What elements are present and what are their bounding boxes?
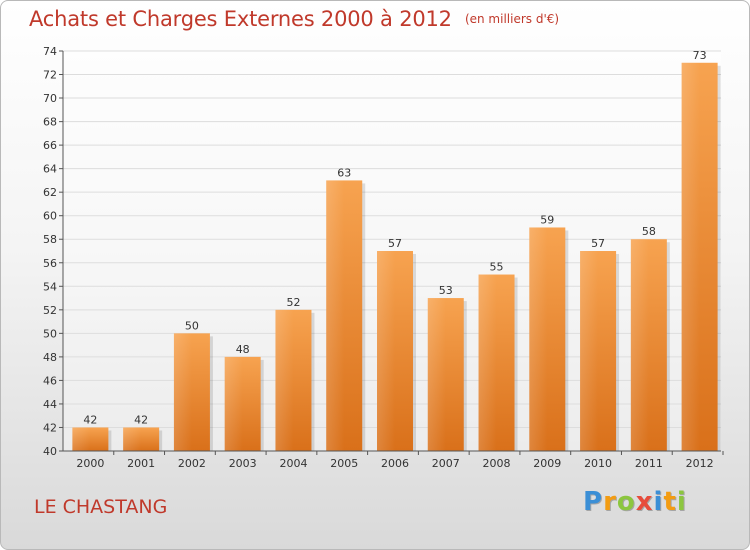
y-tick-label: 66 — [43, 139, 57, 152]
y-tick-label: 74 — [43, 45, 57, 58]
y-tick-label: 60 — [43, 210, 57, 223]
value-label-2005: 63 — [337, 166, 351, 179]
value-label-2004: 52 — [286, 296, 300, 309]
y-tick-label: 56 — [43, 257, 57, 270]
y-tick-label: 68 — [43, 116, 57, 129]
y-tick-label: 62 — [43, 186, 57, 199]
y-tick-label: 48 — [43, 351, 57, 364]
chart-unit-label: (en milliers d'€) — [464, 12, 560, 26]
x-tick-label: 2003 — [229, 457, 257, 470]
y-tick-label: 46 — [43, 374, 57, 387]
bar-highlight — [173, 333, 192, 451]
x-tick-label: 2007 — [432, 457, 460, 470]
x-tick-label: 2009 — [533, 457, 561, 470]
y-tick-label: 58 — [43, 233, 57, 246]
x-tick-label: 2010 — [584, 457, 612, 470]
logo-letter: i — [653, 487, 664, 517]
bar-highlight — [275, 309, 294, 451]
value-label-2008: 55 — [490, 261, 504, 274]
bar-highlight — [427, 298, 446, 451]
bar-highlight — [377, 251, 395, 451]
logo-letter: r — [603, 487, 617, 517]
y-tick-label: 42 — [43, 421, 57, 434]
bar-highlight — [529, 227, 548, 451]
logo-letter: i — [676, 487, 687, 517]
bar-highlight — [224, 356, 243, 451]
proxiti-logo: Proxiti — [583, 487, 687, 517]
x-tick-label: 2011 — [635, 457, 663, 470]
x-tick-label: 2000 — [76, 457, 104, 470]
value-label-2000: 42 — [83, 413, 97, 426]
value-label-2006: 57 — [388, 237, 402, 250]
bars — [72, 62, 721, 452]
x-tick-label: 2006 — [381, 457, 409, 470]
value-label-2009: 59 — [540, 213, 554, 226]
x-tick-label: 2001 — [127, 457, 155, 470]
x-tick-label: 2008 — [483, 457, 511, 470]
logo-letter: o — [616, 487, 636, 517]
x-tick-label: 2004 — [279, 457, 307, 470]
value-label-2011: 58 — [642, 225, 656, 238]
bar-highlight — [630, 239, 649, 451]
bar-highlight — [123, 427, 142, 451]
y-tick-label: 70 — [43, 92, 57, 105]
value-labels: 42 42 50 48 52 63 57 53 55 59 57 58 73 — [83, 49, 706, 427]
x-tick-label: 2002 — [178, 457, 206, 470]
value-label-2010: 57 — [591, 237, 605, 250]
y-tick-label: 44 — [43, 398, 57, 411]
bar-highlight — [681, 62, 700, 451]
value-label-2007: 53 — [439, 284, 453, 297]
y-axis-ticks: 40 42 44 46 48 50 52 54 56 58 60 62 64 66 68 70 72 74 — [43, 45, 63, 458]
logo-letter: x — [635, 487, 654, 517]
axes — [62, 51, 721, 452]
value-label-2003: 48 — [236, 343, 250, 356]
value-label-2001: 42 — [134, 413, 148, 426]
x-tick-label: 2012 — [686, 457, 714, 470]
bar-highlight — [72, 427, 91, 451]
location-label: LE CHASTANG — [34, 496, 168, 518]
y-tick-label: 54 — [43, 280, 57, 293]
y-tick-label: 64 — [43, 163, 57, 176]
bar-highlight — [326, 180, 345, 452]
y-tick-label: 52 — [43, 304, 57, 317]
value-label-2012: 73 — [693, 49, 707, 62]
bar-highlight — [478, 274, 497, 451]
y-tick-label: 40 — [43, 445, 57, 458]
value-label-2002: 50 — [185, 319, 199, 332]
y-tick-label: 72 — [43, 69, 57, 82]
chart-title: Achats et Charges Externes 2000 à 2012 (… — [29, 7, 559, 31]
logo-letter: t — [663, 487, 677, 517]
chart-title-text: Achats et Charges Externes 2000 à 2012 — [29, 7, 452, 31]
x-axis-ticks: 2000 2001 2002 2003 2004 2005 2006 2007 2008 2009… — [76, 451, 724, 470]
logo-letter: P — [583, 487, 604, 517]
y-tick-label: 50 — [43, 327, 57, 340]
x-tick-label: 2005 — [330, 457, 358, 470]
bar-highlight — [580, 251, 599, 451]
